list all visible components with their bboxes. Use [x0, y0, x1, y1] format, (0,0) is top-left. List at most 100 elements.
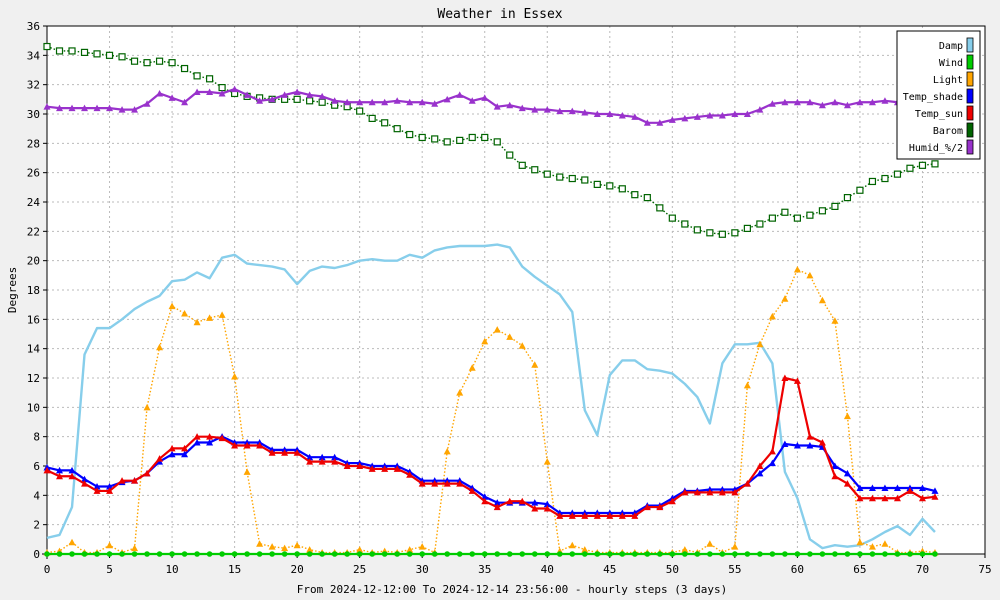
data-point-barom — [143, 59, 151, 67]
data-point-wind — [757, 551, 763, 557]
y-tick-label: 20 — [27, 255, 40, 268]
data-point-barom — [881, 174, 889, 183]
data-point-temp-sun — [456, 480, 464, 487]
data-point-temp-sun — [268, 449, 276, 456]
data-point-wind — [181, 551, 188, 557]
data-point-humid-2 — [381, 98, 389, 106]
data-point-temp-shade — [843, 469, 851, 477]
data-point-light — [806, 271, 814, 279]
data-point-barom — [743, 224, 751, 232]
y-tick-label: 2 — [33, 519, 40, 532]
data-point-barom — [68, 47, 76, 55]
data-point-humid-2 — [593, 110, 601, 117]
data-point-wind — [394, 551, 400, 557]
data-point-humid-2 — [443, 95, 451, 103]
data-point-wind — [519, 551, 526, 557]
data-point-temp-sun — [581, 512, 589, 519]
data-point-light — [181, 309, 189, 317]
legend: Damp Wind Light Temp_shade Temp_sun Barom Humi… — [896, 30, 981, 160]
data-point-barom — [118, 53, 126, 61]
data-point-humid-2 — [281, 91, 289, 98]
data-point-temp-sun — [218, 434, 226, 442]
data-point-wind — [819, 551, 826, 557]
data-point-temp-shade — [768, 459, 776, 467]
data-point-temp-sun — [293, 449, 301, 456]
data-point-barom — [381, 119, 389, 127]
series-humid-2 — [43, 85, 939, 126]
data-point-temp-sun — [231, 441, 239, 449]
data-point-temp-shade — [206, 439, 214, 446]
data-point-humid-2 — [393, 97, 401, 104]
x-tick-label: 65 — [853, 563, 866, 576]
data-point-barom — [768, 214, 776, 222]
data-point-barom — [43, 42, 51, 51]
data-point-temp-sun — [81, 480, 89, 487]
data-point-temp-shade — [831, 462, 839, 469]
data-point-humid-2 — [518, 104, 526, 112]
legend-label-humid-2: Humid_%/2 — [909, 143, 963, 154]
data-point-temp-sun — [306, 458, 314, 465]
data-point-temp-sun — [193, 433, 201, 440]
data-point-temp-sun — [881, 494, 889, 502]
data-point-barom — [406, 130, 414, 139]
data-point-wind — [581, 551, 588, 557]
data-point-barom — [793, 214, 802, 222]
data-point-light — [518, 342, 526, 349]
series-layer — [43, 42, 939, 557]
data-point-humid-2 — [331, 97, 339, 104]
data-point-temp-sun — [681, 488, 689, 496]
data-point-temp-sun — [606, 512, 614, 519]
data-point-temp-sun — [781, 374, 789, 381]
data-point-wind — [481, 551, 488, 557]
data-point-light — [731, 543, 739, 550]
data-point-barom — [130, 57, 139, 65]
data-point-wind — [544, 551, 551, 557]
data-point-humid-2 — [418, 98, 426, 106]
data-point-barom — [631, 191, 639, 199]
data-point-wind — [256, 551, 263, 557]
series-barom — [43, 42, 939, 238]
data-point-temp-shade — [93, 483, 101, 490]
data-point-light — [468, 364, 476, 371]
data-point-temp-sun — [831, 472, 839, 480]
data-point-barom — [856, 186, 864, 194]
data-point-light — [443, 447, 451, 455]
data-point-light — [706, 540, 714, 547]
data-point-humid-2 — [768, 100, 776, 107]
data-point-temp-sun — [318, 458, 326, 465]
data-point-barom — [356, 107, 364, 115]
data-point-humid-2 — [256, 97, 264, 104]
data-point-barom — [893, 170, 902, 178]
data-point-wind — [294, 551, 300, 557]
data-point-temp-shade — [918, 484, 926, 491]
y-tick-label: 14 — [27, 343, 41, 356]
data-point-temp-sun — [168, 444, 176, 452]
y-tick-label: 24 — [27, 196, 41, 209]
data-point-temp-shade — [81, 475, 89, 483]
data-point-barom — [681, 220, 689, 228]
data-point-temp-shade — [331, 453, 339, 461]
data-point-temp-sun — [431, 480, 439, 487]
data-point-temp-shade — [793, 441, 801, 449]
data-point-wind — [644, 551, 651, 557]
data-point-humid-2 — [681, 114, 689, 122]
data-point-temp-sun — [243, 441, 251, 449]
data-point-humid-2 — [493, 103, 501, 110]
data-point-wind — [769, 551, 776, 557]
data-point-wind — [269, 551, 275, 557]
data-point-temp-sun — [181, 444, 189, 452]
data-point-humid-2 — [431, 100, 439, 107]
data-point-barom — [781, 208, 789, 216]
data-point-wind — [469, 551, 476, 557]
data-point-light — [268, 543, 276, 550]
data-point-barom — [931, 160, 939, 168]
data-point-wind — [894, 551, 901, 557]
data-point-light — [768, 312, 776, 320]
x-tick-label: 55 — [728, 563, 741, 576]
data-point-wind — [206, 551, 213, 557]
data-point-temp-sun — [743, 480, 751, 487]
data-point-humid-2 — [718, 111, 726, 119]
y-tick-label: 12 — [27, 372, 40, 385]
data-point-temp-shade — [868, 484, 876, 491]
data-point-temp-sun — [106, 487, 114, 494]
